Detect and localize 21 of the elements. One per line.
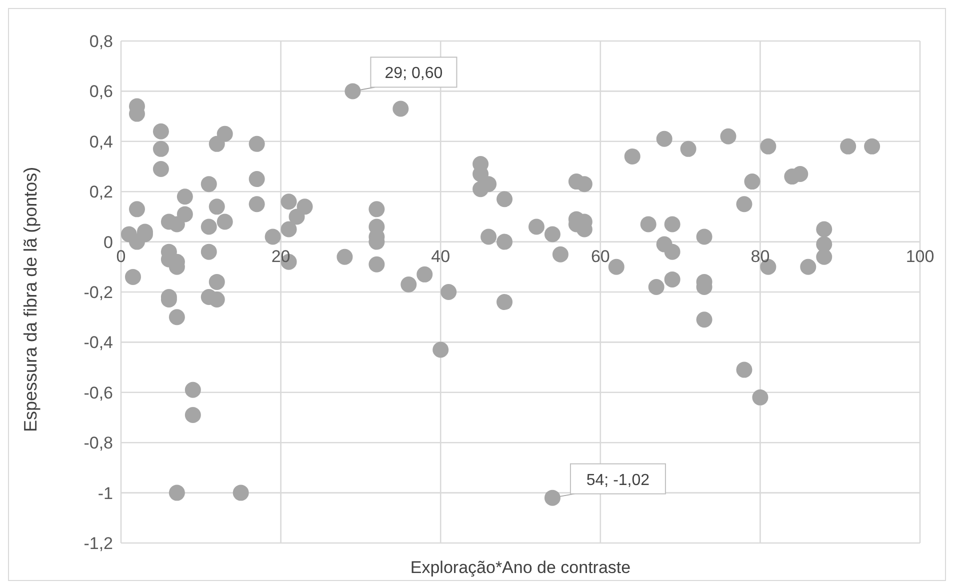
x-tick-label: 60 <box>590 246 610 266</box>
y-tick-label: -1 <box>98 484 113 503</box>
annotation: 54; -1,02 <box>586 472 650 489</box>
y-tick-label: 0,4 <box>89 132 113 152</box>
y-tick-label: 0,8 <box>89 32 113 52</box>
x-tick-label: 80 <box>750 246 770 266</box>
x-tick-label: 40 <box>431 246 450 266</box>
y-tick-label: -0,4 <box>84 333 113 352</box>
y-tick-label: 0,2 <box>89 182 113 202</box>
x-tick-label: 0 <box>116 246 126 266</box>
y-tick-label: -0,2 <box>84 283 113 302</box>
y-tick-label: 0,6 <box>89 82 113 102</box>
x-tick-label: 100 <box>906 246 934 266</box>
y-tick-label: -0,8 <box>84 434 113 453</box>
x-axis-title: Exploração*Ano de contraste <box>410 558 631 577</box>
annotation: 29; 0,60 <box>384 65 443 82</box>
y-tick-label: 0 <box>104 232 113 252</box>
y-tick-label: -0,6 <box>84 383 113 402</box>
y-axis-title: Espessura da fibra de lã (pontos) <box>20 166 40 432</box>
y-tick-label: -1,2 <box>84 534 113 554</box>
x-tick-label: 20 <box>271 246 290 266</box>
